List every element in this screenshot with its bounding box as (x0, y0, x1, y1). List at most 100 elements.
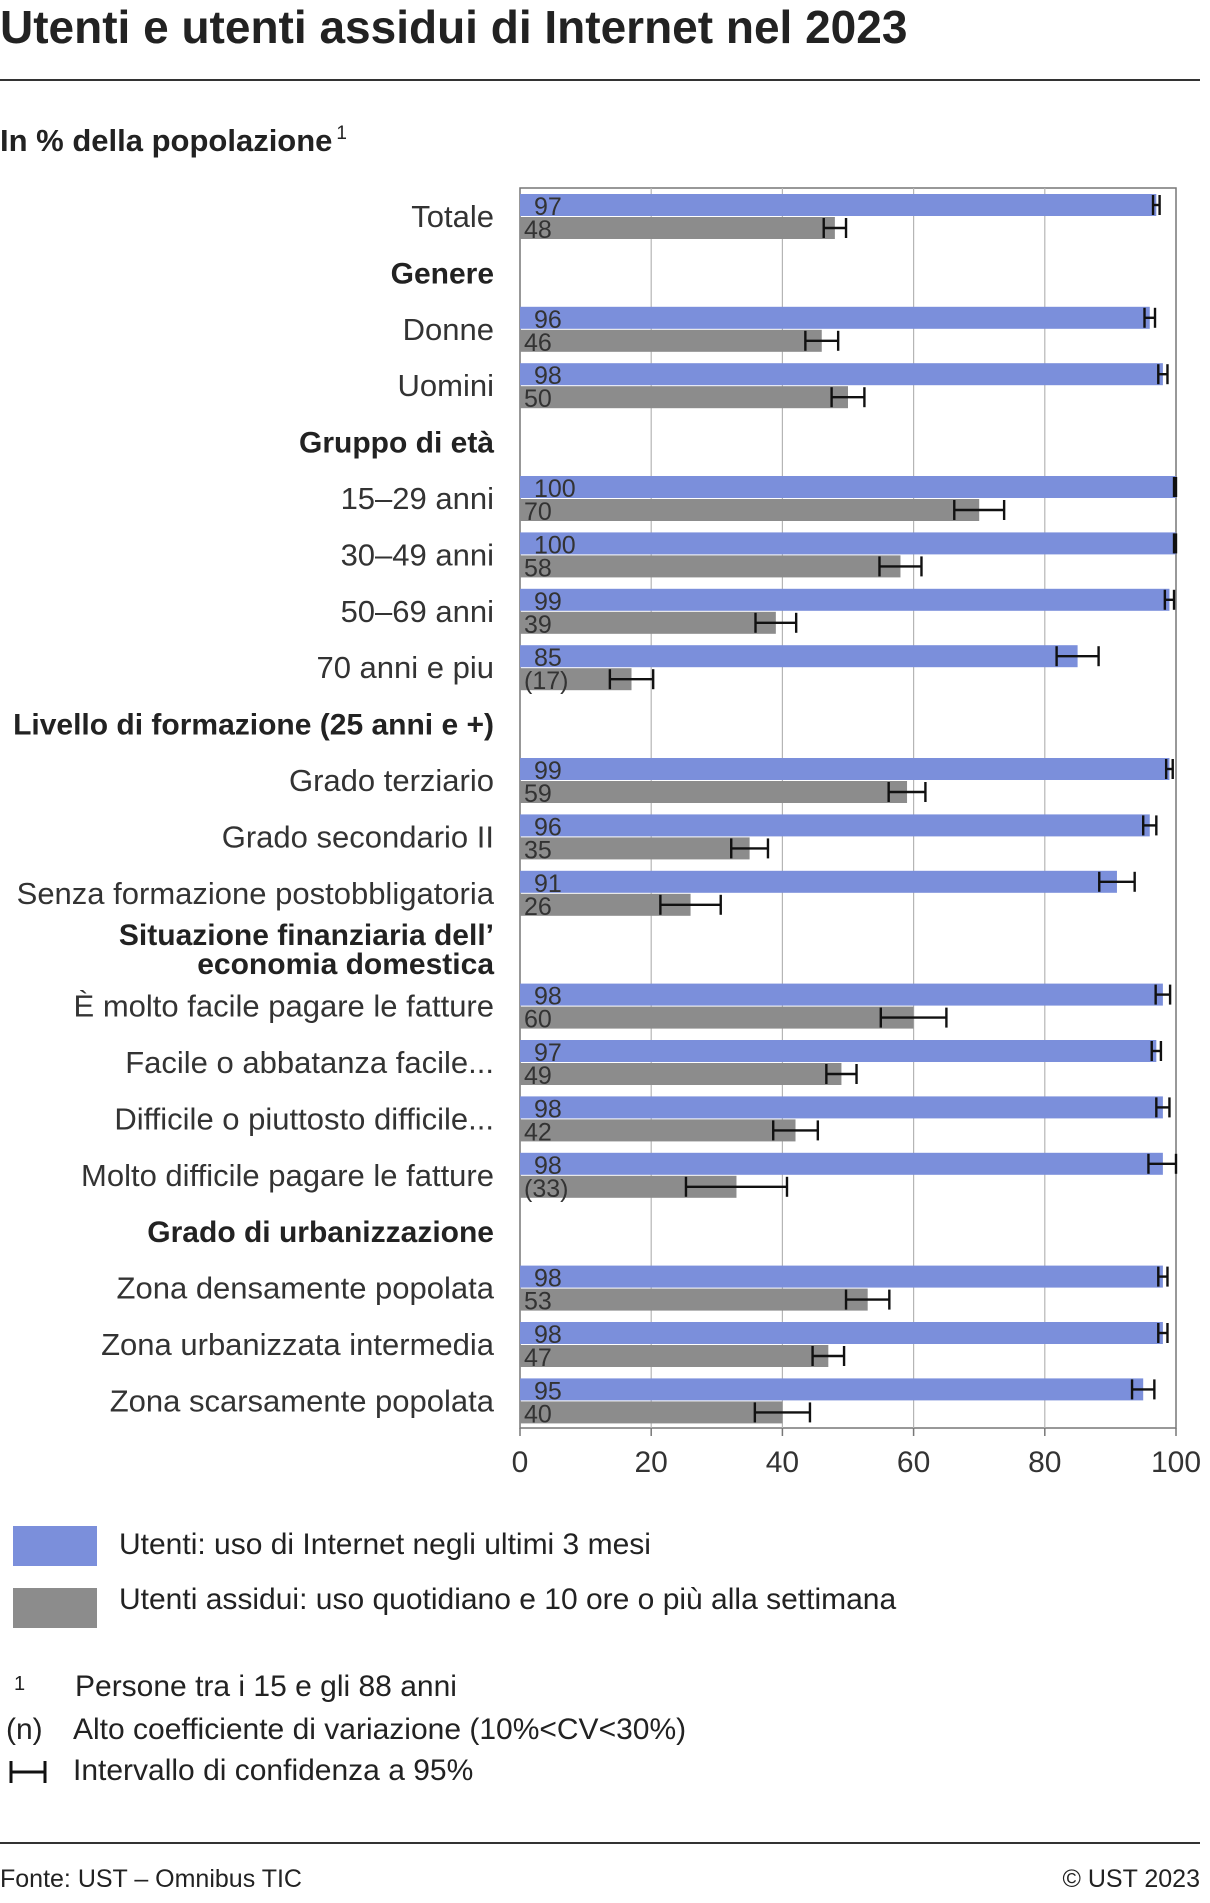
x-tick-label: 40 (766, 1446, 799, 1479)
category-heading: Grado di urbanizzazione (147, 1216, 494, 1249)
category-heading: Livello di formazione (25 anni e +) (13, 709, 494, 742)
legend-swatch-regular (13, 1588, 97, 1628)
data-label-regular: 26 (524, 893, 552, 921)
footnote-mark-1: 1 (14, 1673, 26, 1695)
bar-users (520, 814, 1150, 837)
row-label: Grado terziario (289, 763, 494, 798)
row-label: Zona scarsamente popolata (110, 1383, 495, 1418)
bar-regular (520, 1006, 914, 1029)
data-label-users: 97 (534, 1039, 562, 1067)
title-divider (0, 79, 1200, 81)
chart-subtitle: In % della popolazione 1 (0, 123, 347, 159)
data-label-users: 98 (534, 362, 562, 390)
bar-users (520, 870, 1117, 893)
data-label-users: 97 (534, 193, 562, 221)
data-label-regular: 49 (524, 1062, 552, 1090)
data-label-users: 98 (534, 1152, 562, 1180)
bar-users (520, 532, 1176, 555)
bar-users (520, 1152, 1163, 1175)
data-label-users: 96 (534, 306, 562, 334)
bar-regular (520, 1175, 737, 1198)
confidence-interval-icon (9, 1761, 47, 1783)
row-label: Donne (403, 312, 494, 347)
row-label: Totale (411, 199, 494, 234)
row-label: Senza formazione postobbligatoria (17, 876, 495, 911)
copyright-note: © UST 2023 (1062, 1865, 1200, 1893)
bar-users (520, 1040, 1157, 1062)
legend-swatch-users (13, 1526, 97, 1566)
data-label-users: 85 (534, 644, 562, 672)
footnote-text-cv: Alto coefficiente di variazione (10%<CV<… (73, 1713, 687, 1746)
category-heading: Situazione finanziaria dell’ (119, 919, 494, 952)
bar-regular (520, 1345, 829, 1367)
bar-regular (520, 329, 822, 352)
x-tick-label: 0 (512, 1446, 529, 1479)
data-label-users: 98 (534, 1321, 562, 1349)
data-label-regular: 60 (524, 1006, 552, 1034)
data-label-users: 98 (534, 1095, 562, 1123)
x-tick-label: 100 (1151, 1446, 1201, 1479)
bar-regular (520, 1288, 868, 1311)
bar-regular (520, 893, 691, 916)
data-label-regular: 59 (524, 780, 552, 808)
data-label-users: 99 (534, 757, 562, 785)
bar-users (520, 1265, 1163, 1288)
data-label-users: 100 (534, 475, 576, 503)
bar-regular (520, 1401, 783, 1424)
bar-regular (520, 386, 848, 409)
data-label-regular: 39 (524, 611, 552, 639)
data-label-regular: 47 (524, 1344, 552, 1372)
data-label-regular: (17) (524, 667, 568, 695)
data-label-users: 98 (534, 1265, 562, 1293)
data-label-users: 99 (534, 588, 562, 616)
data-label-users: 100 (534, 531, 576, 559)
footnote-mark-cv: (n) (6, 1713, 43, 1746)
row-label: Zona densamente popolata (117, 1271, 495, 1306)
source-note: Fonte: UST – Omnibus TIC (0, 1865, 302, 1893)
footer-divider (0, 1842, 1200, 1844)
data-label-regular: (33) (524, 1175, 568, 1203)
row-label: È molto facile pagare le fatture (74, 989, 494, 1024)
category-heading: Genere (391, 257, 494, 290)
bar-users (520, 588, 1170, 611)
bar-regular (520, 837, 750, 860)
data-label-regular: 35 (524, 836, 552, 864)
x-tick-label: 20 (635, 1446, 668, 1479)
subtitle-text: In % della popolazione (0, 123, 333, 158)
legend-label-users: Utenti: uso di Internet negli ultimi 3 m… (119, 1528, 651, 1561)
row-label: Facile o abbatanza facile... (125, 1045, 494, 1080)
row-label: Uomini (398, 368, 494, 403)
row-label: Zona urbanizzata intermedia (101, 1327, 495, 1362)
data-label-regular: 58 (524, 554, 552, 582)
row-label: Molto difficile pagare le fatture (81, 1158, 494, 1193)
bar-regular (520, 781, 908, 803)
bar-users (520, 306, 1150, 329)
data-label-regular: 48 (524, 216, 552, 244)
data-label-regular: 42 (524, 1118, 552, 1146)
bar-users (520, 1096, 1163, 1119)
footnote-text-ci: Intervallo di confidenza a 95% (73, 1754, 474, 1787)
bar-regular (520, 1063, 842, 1085)
row-label: Grado secondario II (222, 819, 494, 854)
legend-label-regular: Utenti assidui: uso quotidiano e 10 ore … (119, 1583, 897, 1616)
subtitle-footnote-mark: 1 (336, 123, 347, 144)
plot-frame (519, 187, 1177, 1429)
bar-regular (520, 1119, 796, 1142)
data-label-regular: 70 (524, 498, 552, 526)
data-label-regular: 53 (524, 1288, 552, 1316)
data-label-regular: 50 (524, 385, 552, 413)
bar-users (520, 1322, 1163, 1344)
x-tick-label: 60 (897, 1446, 930, 1479)
row-label: 70 anni e piu (316, 650, 494, 685)
chart-title: Utenti e utenti assidui di Internet nel … (0, 1, 908, 53)
bar-regular (520, 555, 901, 578)
bar-users (520, 363, 1163, 386)
bar-users (520, 1378, 1144, 1401)
bar-regular (520, 611, 776, 634)
data-label-users: 96 (534, 813, 562, 841)
bar-users (520, 758, 1170, 780)
data-label-regular: 46 (524, 329, 552, 357)
bar-regular (520, 668, 632, 691)
row-label: 30–49 anni (341, 537, 494, 572)
